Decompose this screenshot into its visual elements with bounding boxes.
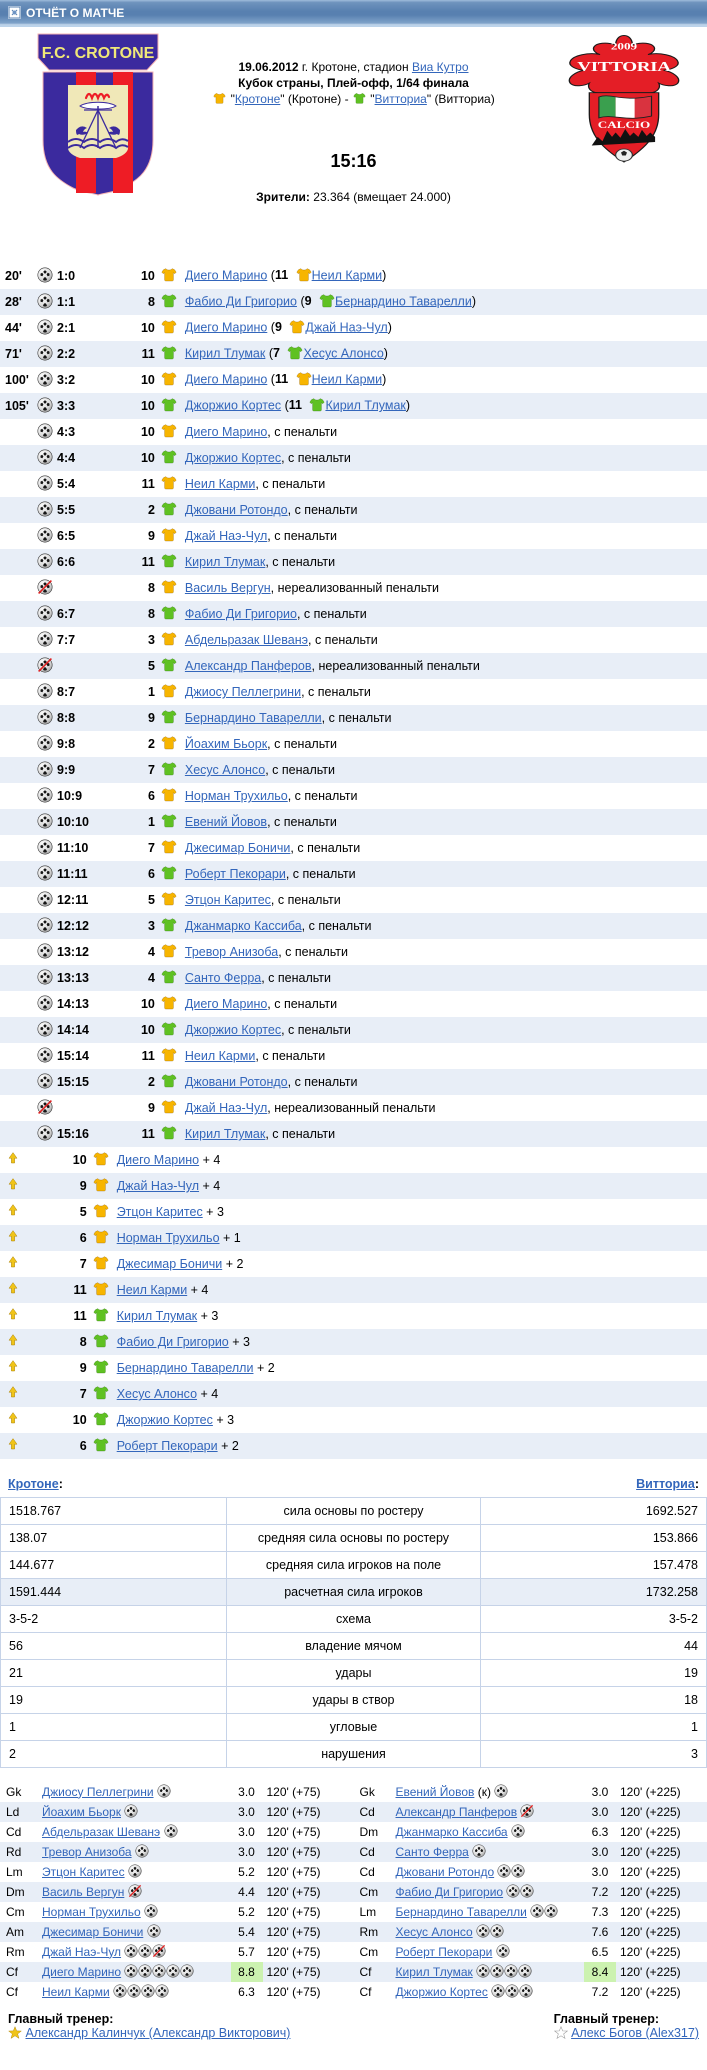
svg-text:F.C. CROTONE: F.C. CROTONE xyxy=(42,45,155,62)
svg-text:2009: 2009 xyxy=(611,42,638,52)
svg-text:VITTORIA: VITTORIA xyxy=(577,59,671,75)
svg-text:CALCIO: CALCIO xyxy=(598,121,651,131)
